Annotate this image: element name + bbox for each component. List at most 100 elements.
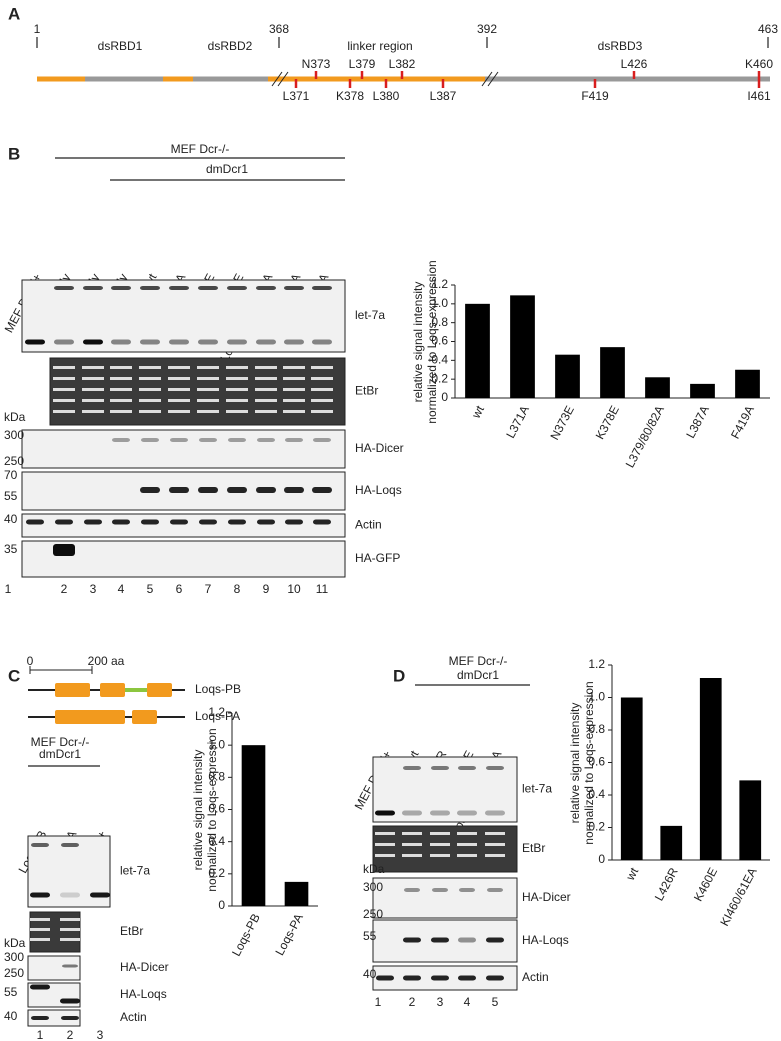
gel-stripe — [375, 854, 395, 857]
band — [55, 519, 73, 525]
gel-stripe — [430, 832, 450, 835]
band — [112, 519, 130, 525]
domain-box — [132, 710, 157, 724]
gel-stripe — [283, 399, 305, 402]
x-tick-label: N373E — [547, 403, 577, 442]
gel-stripe — [168, 377, 190, 380]
domain-label: dsRBD3 — [598, 39, 643, 53]
blot-label: let-7a — [522, 782, 552, 796]
gel-stripe — [197, 377, 219, 380]
blot-label: HA-Loqs — [120, 987, 167, 1001]
gel-stripe — [311, 399, 333, 402]
domain-box — [55, 683, 90, 697]
gel-stripe — [110, 410, 132, 413]
lane-number: 2 — [61, 582, 68, 596]
band — [198, 286, 218, 290]
y-tick-label: 0 — [218, 898, 225, 912]
y-tick-label: 1.2 — [431, 277, 448, 291]
band — [284, 286, 304, 290]
blot — [21, 279, 346, 353]
bar — [465, 303, 490, 398]
gel-stripe — [197, 388, 219, 391]
lane-number: 1 — [5, 582, 12, 596]
bar — [284, 881, 309, 906]
lane-number: 2 — [409, 995, 416, 1009]
panel-label: B — [8, 144, 20, 163]
kda-marker: 55 — [4, 985, 18, 999]
y-tick-label: 1.2 — [208, 705, 225, 719]
band — [60, 892, 80, 898]
construct-label: Loqs-PB — [195, 682, 241, 696]
gel-stripe — [110, 399, 132, 402]
mutation-label: L426 — [621, 57, 648, 71]
gel-stripe — [311, 377, 333, 380]
y-tick-label: 0.8 — [208, 770, 225, 784]
gel-stripe — [110, 377, 132, 380]
gel-stripe — [311, 410, 333, 413]
lane-number: 1 — [37, 1028, 44, 1041]
blot-label: Actin — [522, 970, 549, 984]
domain-box — [100, 683, 125, 697]
band — [312, 339, 332, 345]
scale-label: 0 — [27, 654, 34, 668]
blot — [21, 429, 346, 469]
gel-stripe — [283, 366, 305, 369]
band — [31, 843, 49, 847]
x-tick-label: Loqs-PB — [229, 911, 263, 958]
gel-stripe — [53, 377, 75, 380]
x-tick-label: K460E — [691, 865, 720, 903]
band — [84, 519, 102, 525]
y-tick-label: 0.6 — [431, 334, 448, 348]
band — [62, 964, 78, 968]
gel-stripe — [430, 843, 450, 846]
lane-number: 7 — [205, 582, 212, 596]
band — [486, 937, 504, 943]
band — [60, 998, 80, 1004]
blot-label: EtBr — [522, 841, 545, 855]
band — [486, 766, 504, 770]
x-tick-label: wt — [468, 403, 487, 422]
band — [31, 1016, 49, 1020]
group-label: MEF Dcr-/- — [449, 654, 508, 668]
bar — [600, 347, 625, 398]
band — [111, 286, 131, 290]
gel-stripe — [197, 410, 219, 413]
band — [313, 519, 331, 525]
mutation-label: I461 — [747, 89, 771, 103]
y-tick-label: 1.2 — [588, 657, 605, 671]
band — [169, 339, 189, 345]
lane-number: 3 — [90, 582, 97, 596]
band — [170, 438, 188, 442]
band — [430, 810, 450, 816]
position-label: 368 — [269, 22, 289, 36]
band — [403, 975, 421, 981]
band — [228, 519, 246, 525]
gel-stripe — [283, 388, 305, 391]
lane-number: 4 — [118, 582, 125, 596]
blot-label: HA-Loqs — [355, 483, 402, 497]
band — [431, 975, 449, 981]
position-label: 392 — [477, 22, 497, 36]
domain-label: dsRBD2 — [208, 39, 253, 53]
y-axis-label: relative signal intensity normalized to … — [191, 727, 219, 892]
mutation-label: L371 — [283, 89, 310, 103]
group-label: MEF Dcr-/- — [171, 142, 230, 156]
band — [83, 286, 103, 290]
group-label: dmDcr1 — [457, 668, 499, 682]
blot — [49, 357, 346, 426]
gel-stripe — [53, 399, 75, 402]
gel-stripe — [311, 388, 333, 391]
kda-marker: 250 — [363, 907, 383, 921]
break-mark — [481, 71, 493, 87]
y-tick-label: 0.8 — [588, 722, 605, 736]
band — [458, 937, 476, 943]
kda-marker: 70 — [4, 468, 18, 482]
blot — [372, 877, 518, 919]
mutation-label: N373 — [302, 57, 331, 71]
band — [256, 286, 276, 290]
band — [198, 487, 218, 493]
band — [257, 519, 275, 525]
lane-number: 3 — [437, 995, 444, 1009]
band — [169, 487, 189, 493]
